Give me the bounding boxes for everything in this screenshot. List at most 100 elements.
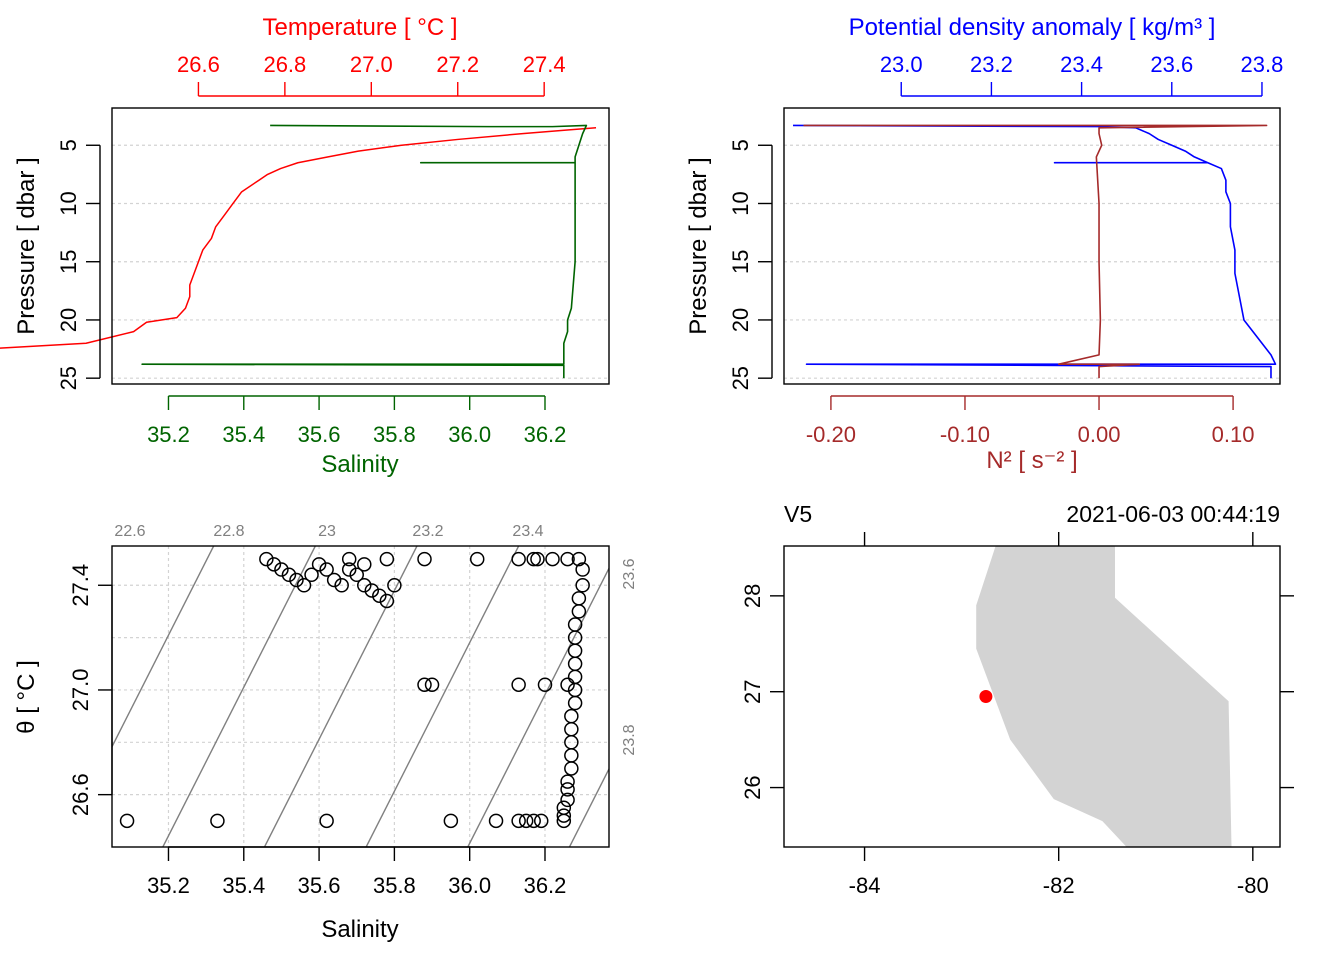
isopycnal-line (112, 546, 215, 749)
ts-point (319, 813, 334, 829)
ts-point (518, 813, 534, 829)
temperature-axis-title: Temperature [ °C ] (263, 14, 458, 41)
ts-point (417, 677, 432, 692)
ts-point (341, 551, 357, 567)
station-timestamp: 2021-06-03 00:44:19 (1066, 501, 1280, 527)
salinity-axis-title: Salinity (321, 451, 398, 478)
ts-point (357, 578, 372, 593)
ts-point (560, 774, 575, 789)
ts-salinity-tick-label: 36.2 (524, 873, 567, 898)
temperature-tick-label: 26.8 (263, 52, 306, 77)
pressure-tick-label: 10 (728, 191, 753, 215)
ts-point (349, 567, 364, 583)
map-lon-tick-label: -84 (849, 873, 881, 898)
ts-point (567, 656, 583, 672)
pressure-tick-label: 10 (56, 191, 81, 215)
land-area (976, 546, 1232, 847)
n2-tick-label: 0.00 (1078, 422, 1121, 447)
ts-yaxis-title: θ [ °C ] (13, 660, 40, 734)
isopycnal-label: 23.6 (621, 558, 638, 589)
station-name: V5 (784, 501, 812, 527)
ts-diagram-panel: 35.2 35.4 35.6 35.8 36.0 36.2 26.6 27.0 27.4 22.6… (13, 523, 638, 943)
ts-point (564, 708, 579, 724)
ts-point (567, 695, 583, 711)
map-lon-tick-label: -80 (1237, 873, 1269, 898)
pressure-tick-label: 20 (728, 308, 753, 332)
ts-point (537, 677, 553, 692)
isopycnal-label: 23.8 (621, 724, 638, 755)
ts-point (469, 551, 485, 567)
ts-point (319, 562, 334, 577)
ts-points-group (119, 551, 590, 829)
ts-point (119, 813, 135, 829)
pressure-tick-label: 5 (56, 139, 81, 151)
map-lat-tick-label: 26 (740, 775, 765, 799)
n2-tick-label: -0.20 (806, 422, 856, 447)
salinity-tick-label: 36.2 (524, 422, 567, 447)
profile-temperature-salinity-panel: 26.6 26.8 27.0 27.2 27.4 35.2 35.4 35.6 35.8 36.0… (0, 14, 610, 478)
ts-point (364, 583, 380, 598)
pressure-tick-label: 15 (728, 249, 753, 273)
ts-point (334, 578, 349, 593)
temperature-tick-label: 27.4 (523, 52, 566, 77)
isopycnal-label: 22.6 (114, 523, 145, 540)
ts-point (556, 800, 572, 815)
density-tick-label: 23.6 (1150, 52, 1193, 77)
temperature-tick-label: 27.0 (350, 52, 393, 77)
ts-point (556, 808, 572, 823)
isopycnal-line (568, 767, 609, 847)
ts-point (567, 669, 583, 685)
ts-point (571, 591, 587, 606)
ts-point (545, 551, 560, 567)
ts-point (560, 792, 575, 808)
ts-point (424, 677, 440, 692)
ts-point (571, 604, 587, 619)
map-lat-tick-label: 28 (740, 584, 765, 608)
ts-point (296, 578, 312, 593)
ts-point (560, 551, 575, 567)
ts-point (567, 643, 583, 658)
isopycnal-label: 23.4 (512, 523, 543, 540)
ts-point (556, 813, 572, 829)
isopycnal-line (467, 566, 609, 847)
ts-point (560, 677, 575, 692)
density-tick-label: 23.2 (970, 52, 1013, 77)
pressure-tick-label: 25 (728, 366, 753, 390)
plot-frame (783, 107, 1281, 385)
ts-point (274, 562, 289, 577)
temperature-profile-line (0, 127, 597, 349)
density-tick-label: 23.4 (1060, 52, 1103, 77)
temperature-tick-label: 27.2 (436, 52, 479, 77)
ts-point (575, 562, 590, 577)
plot-frame (783, 545, 1281, 848)
isopycnal-line (365, 546, 520, 847)
density-profile-line (793, 124, 1277, 379)
ts-point (530, 551, 545, 567)
ts-point (326, 572, 342, 588)
density-axis-title: Potential density anomaly [ kg/m³ ] (849, 14, 1216, 41)
ts-point (210, 813, 225, 829)
isopycnal-label: 23.2 (412, 523, 443, 540)
ts-point (289, 572, 304, 588)
ts-point (488, 813, 504, 829)
ts-xaxis-title: Salinity (321, 916, 398, 943)
profile-density-n2-panel: 23.0 23.2 23.4 23.6 23.8 -0.20 -0.10 0.00 0.10 5 1… (685, 14, 1283, 474)
ts-salinity-tick-label: 35.4 (222, 873, 265, 898)
ts-point (571, 551, 587, 567)
ts-point (560, 782, 575, 797)
isopycnal-label: 22.8 (213, 523, 244, 540)
salinity-tick-label: 35.8 (373, 422, 416, 447)
ts-point (304, 567, 319, 583)
n2-tick-label: 0.10 (1212, 422, 1255, 447)
density-tick-label: 23.0 (880, 52, 923, 77)
salinity-profile-line (141, 124, 588, 379)
ts-point (341, 562, 357, 577)
salinity-tick-label: 36.0 (448, 422, 491, 447)
station-map-panel: -84 -82 -80 26 27 28 V5 2021-06-03 00:44:19 (740, 501, 1294, 898)
ts-point (526, 813, 541, 829)
isopycnal-line (162, 546, 316, 847)
isopycnal-label: 23 (318, 523, 336, 540)
salinity-tick-label: 35.6 (298, 422, 341, 447)
ts-point (281, 567, 297, 583)
ts-point (259, 551, 274, 567)
